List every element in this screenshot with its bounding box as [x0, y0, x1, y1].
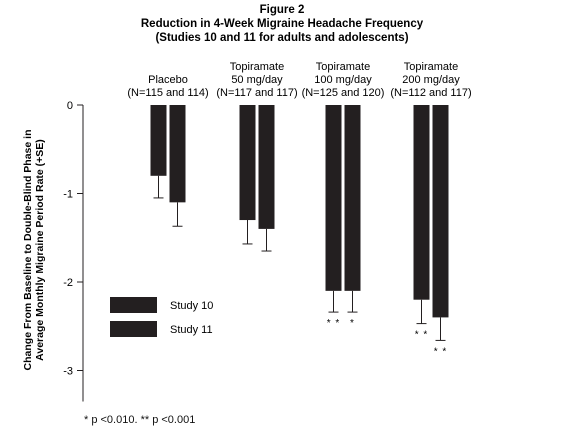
- y-axis-title: Change From Baseline to Double-Blind Pha…: [22, 130, 46, 371]
- bar: [239, 105, 256, 221]
- y-tick-label: 0: [67, 100, 73, 112]
- category-label-line: (N=115 and 114): [127, 87, 208, 99]
- bar: [344, 105, 361, 291]
- bar: [432, 105, 449, 318]
- chart-title: Figure 2 Reduction in 4-Week Migraine Hea…: [141, 4, 424, 44]
- category-label-line: 200 mg/day: [402, 74, 460, 86]
- chart-title-line: (Studies 10 and 11 for adults and adoles…: [155, 32, 408, 44]
- legend-label: Study 10: [170, 300, 213, 312]
- legend-label: Study 11: [170, 324, 213, 336]
- y-tick-label: -1: [63, 189, 73, 201]
- significance-mark: *: [350, 318, 355, 329]
- significance-mark: * *: [415, 330, 429, 341]
- category-label-line: 100 mg/day: [314, 74, 372, 86]
- bar: [325, 105, 342, 291]
- chart-title-line: Figure 2: [260, 4, 305, 16]
- significance-footnote: * p <0.010. ** p <0.001: [84, 414, 196, 426]
- y-tick-label: -3: [63, 366, 73, 378]
- bar: [413, 105, 430, 300]
- category-label-line: Topiramate: [230, 61, 284, 73]
- y-tick-label: -2: [63, 277, 73, 289]
- bar: [150, 105, 167, 176]
- category-label-line: (N=112 and 117): [390, 87, 471, 99]
- legend: Study 10 Study 11: [110, 297, 213, 337]
- category-label-line: (N=117 and 117): [216, 87, 297, 99]
- category-label-line: 50 mg/day: [231, 74, 283, 86]
- bars: * * * * * * *: [150, 105, 449, 357]
- category-label-line: Topiramate: [316, 61, 370, 73]
- category-label-line: (N=125 and 120): [302, 87, 385, 99]
- category-label-line: Placebo: [148, 74, 188, 86]
- chart-title-line: Reduction in 4-Week Migraine Headache Fr…: [141, 18, 424, 30]
- significance-mark: * *: [327, 318, 341, 329]
- bar: [169, 105, 186, 203]
- y-axis-title-line: Change From Baseline to Double-Blind Pha…: [22, 130, 34, 371]
- bar: [258, 105, 275, 229]
- legend-swatch: [110, 297, 157, 313]
- significance-mark: * *: [434, 346, 448, 357]
- y-axis: 0 -1 -2 -3: [63, 100, 84, 402]
- y-axis-title-line: Average Monthly Migraine Period Rate (+S…: [34, 139, 46, 361]
- category-label-line: Topiramate: [404, 61, 458, 73]
- legend-swatch: [110, 321, 157, 337]
